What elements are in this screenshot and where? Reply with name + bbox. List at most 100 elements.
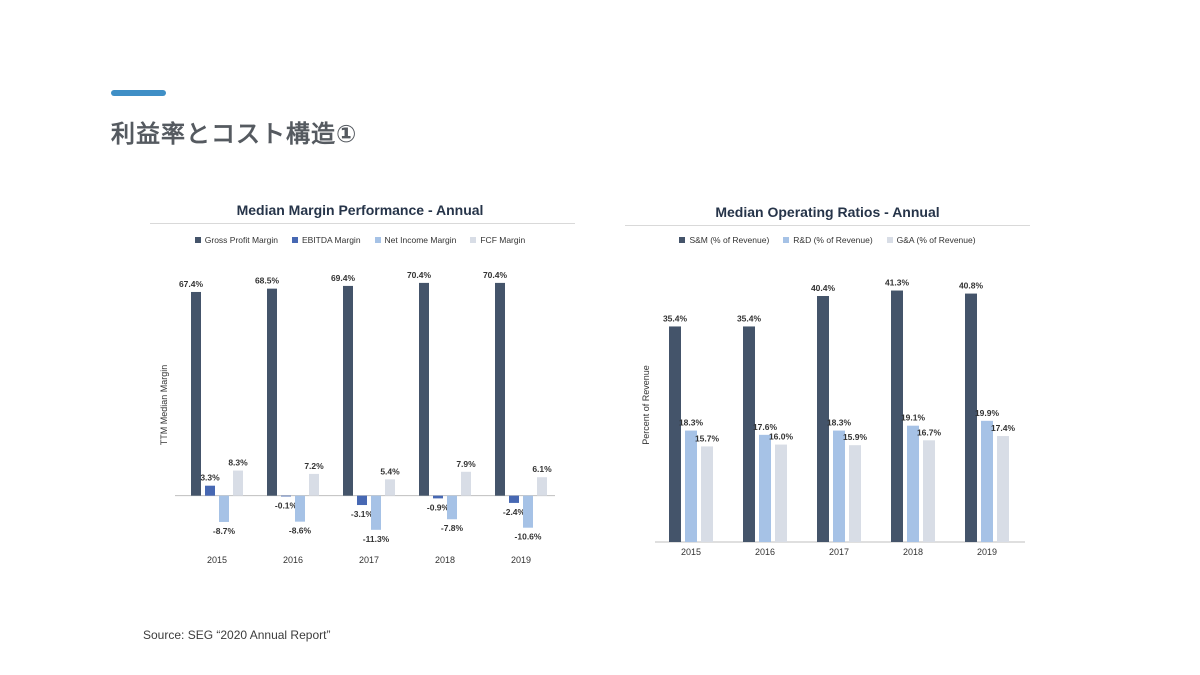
data-label: 6.1% <box>532 464 552 474</box>
data-label: 18.3% <box>679 418 704 428</box>
data-label: -3.1% <box>351 509 374 519</box>
bar <box>997 436 1009 542</box>
data-label: 40.4% <box>811 283 836 293</box>
source-note: Source: SEG “2020 Annual Report” <box>143 628 331 642</box>
data-label: 67.4% <box>179 279 204 289</box>
bar <box>701 446 713 542</box>
data-label: 35.4% <box>737 313 762 323</box>
data-label: 69.4% <box>331 273 356 283</box>
data-label: 70.4% <box>407 270 432 280</box>
bar <box>981 420 993 542</box>
slide-title: 利益率とコスト構造① <box>111 120 358 148</box>
legend-label: S&M (% of Revenue) <box>689 235 770 245</box>
bar <box>775 444 787 542</box>
bar <box>419 282 429 496</box>
bar <box>743 326 755 542</box>
x-tick-label: 2016 <box>283 555 303 565</box>
bar <box>759 434 771 542</box>
title-divider <box>150 223 575 224</box>
title-divider <box>625 225 1030 226</box>
bar <box>495 282 505 496</box>
x-tick-label: 2017 <box>359 555 379 565</box>
bar <box>385 479 395 496</box>
margin-performance-chart: Median Margin Performance - Annual Gross… <box>145 195 575 575</box>
legend-swatch <box>374 237 381 243</box>
legend-label: Net Income Margin <box>384 235 457 245</box>
data-label: 7.9% <box>456 459 476 469</box>
bar <box>907 425 919 542</box>
bar <box>281 495 291 497</box>
chart-legend: S&M (% of Revenue) R&D (% of Revenue) G&… <box>620 235 1035 245</box>
y-axis-label: Percent of Revenue <box>641 365 651 445</box>
x-tick-label: 2017 <box>829 547 849 557</box>
legend-item: G&A (% of Revenue) <box>886 235 976 245</box>
data-label: 3.3% <box>200 473 220 483</box>
x-tick-label: 2019 <box>977 547 997 557</box>
data-label: 5.4% <box>380 466 400 476</box>
legend-item: FCF Margin <box>470 235 525 245</box>
bar <box>205 485 215 496</box>
legend-item: EBITDA Margin <box>291 235 361 245</box>
data-label: -11.3% <box>363 534 390 544</box>
legend-swatch <box>470 237 477 243</box>
bar <box>509 495 519 503</box>
bar <box>833 430 845 542</box>
bar <box>669 326 681 542</box>
x-tick-label: 2018 <box>903 547 923 557</box>
bar <box>267 288 277 496</box>
data-label: 17.4% <box>991 423 1016 433</box>
x-tick-label: 2015 <box>207 555 227 565</box>
operating-ratios-chart: Median Operating Ratios - Annual S&M (% … <box>620 195 1035 565</box>
y-axis-label: TTM Median Margin <box>159 365 169 446</box>
data-label: 19.1% <box>901 413 926 423</box>
bar <box>357 495 367 506</box>
title-accent-bar <box>111 90 166 96</box>
data-label: -10.6% <box>515 532 542 542</box>
data-label: 15.7% <box>695 433 720 443</box>
data-label: -0.1% <box>275 500 298 510</box>
legend-label: Gross Profit Margin <box>204 235 278 245</box>
data-label: 16.7% <box>917 427 942 437</box>
legend-label: R&D (% of Revenue) <box>793 235 873 245</box>
data-label: 68.5% <box>255 276 280 286</box>
data-label: 18.3% <box>827 418 852 428</box>
data-label: 19.9% <box>975 408 1000 418</box>
bar <box>191 291 201 496</box>
bar <box>371 495 381 530</box>
chart-plot-area: TTM Median Margin 67.4% 3.3% -8.7% 8.3% 2015 6… <box>159 270 555 565</box>
data-label: 70.4% <box>483 270 508 280</box>
bar <box>309 473 319 496</box>
legend-item: Gross Profit Margin <box>194 235 278 245</box>
bar <box>923 440 935 542</box>
legend-item: R&D (% of Revenue) <box>783 235 873 245</box>
data-label: 15.9% <box>843 432 868 442</box>
data-label: 7.2% <box>304 461 324 471</box>
legend-label: EBITDA Margin <box>301 235 361 245</box>
chart-title: Median Operating Ratios - Annual <box>715 204 940 220</box>
bar <box>849 445 861 542</box>
x-tick-label: 2016 <box>755 547 775 557</box>
chart-title: Median Margin Performance - Annual <box>236 202 484 218</box>
bar <box>233 470 243 496</box>
legend-swatch <box>886 237 893 243</box>
legend-label: FCF Margin <box>480 235 526 245</box>
bar <box>219 495 229 522</box>
bar <box>343 285 353 496</box>
data-label: -7.8% <box>441 523 464 533</box>
bar <box>461 471 471 496</box>
legend-item: Net Income Margin <box>374 235 457 245</box>
data-label: 8.3% <box>228 458 248 468</box>
x-tick-label: 2019 <box>511 555 531 565</box>
data-label: -8.7% <box>213 526 236 536</box>
chart-legend: Gross Profit Margin EBITDA Margin Net In… <box>145 235 575 245</box>
bar <box>295 495 305 522</box>
x-tick-label: 2015 <box>681 547 701 557</box>
data-label: 41.3% <box>885 278 910 288</box>
data-label: 40.8% <box>959 281 984 291</box>
chart-plot-area: Percent of Revenue 35.4% 18.3% 15.7% 2015 35.… <box>641 278 1025 557</box>
bar <box>523 495 533 528</box>
data-label: -8.6% <box>289 526 312 536</box>
legend-item: S&M (% of Revenue) <box>679 235 769 245</box>
data-label: 35.4% <box>663 313 688 323</box>
bar <box>965 293 977 542</box>
